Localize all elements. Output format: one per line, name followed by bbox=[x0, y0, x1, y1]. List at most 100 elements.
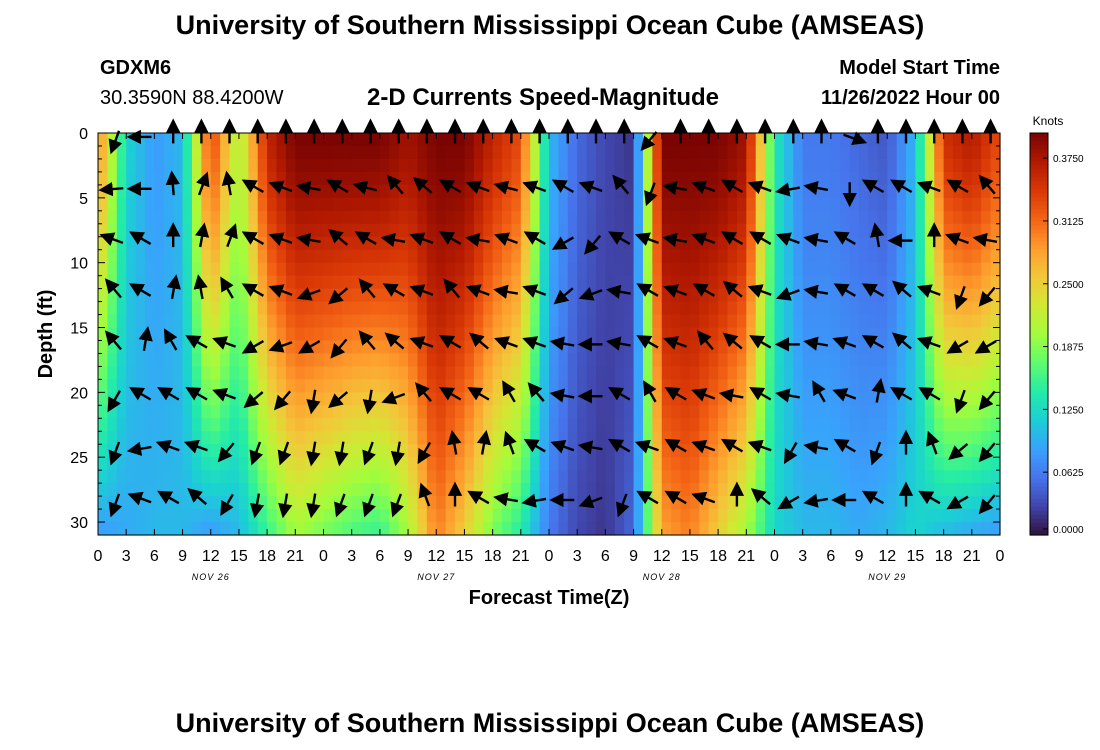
current-vector bbox=[750, 488, 771, 506]
heat-cell bbox=[614, 366, 625, 380]
heat-cell bbox=[558, 133, 569, 147]
heat-cell bbox=[549, 418, 559, 432]
heat-cell bbox=[765, 366, 776, 380]
heat-cell bbox=[746, 133, 757, 147]
heat-cell bbox=[614, 249, 625, 264]
heat-cell bbox=[191, 496, 202, 510]
heat-cell bbox=[689, 340, 700, 355]
heat-cell bbox=[295, 509, 306, 523]
heat-cell bbox=[238, 223, 249, 238]
heat-cell bbox=[689, 197, 700, 212]
colorbar-swatch bbox=[1030, 297, 1048, 303]
heat-cell bbox=[455, 353, 466, 368]
heat-cell bbox=[520, 431, 531, 445]
heat-cell bbox=[229, 249, 240, 264]
heat-cell bbox=[398, 418, 409, 432]
heat-cell bbox=[163, 353, 174, 368]
current-vector bbox=[916, 284, 941, 298]
heat-cell bbox=[962, 379, 973, 393]
heat-cell bbox=[163, 275, 174, 290]
heat-cell bbox=[389, 327, 400, 342]
heat-cell bbox=[812, 353, 823, 368]
heat-cell bbox=[746, 470, 757, 484]
heat-cell bbox=[755, 327, 766, 342]
heat-cell bbox=[126, 522, 137, 536]
heat-cell bbox=[144, 457, 155, 471]
heat-cell bbox=[877, 392, 888, 406]
heat-cell bbox=[962, 262, 973, 277]
heat-cell bbox=[840, 431, 851, 445]
heat-cell bbox=[746, 223, 757, 238]
heat-cell bbox=[990, 457, 1001, 471]
heat-cell bbox=[736, 275, 747, 290]
heat-cell bbox=[624, 171, 635, 186]
heat-cell bbox=[652, 522, 663, 536]
heat-cell bbox=[849, 171, 860, 186]
heat-cell bbox=[361, 288, 372, 303]
heat-cell bbox=[379, 366, 390, 380]
heat-cell bbox=[408, 301, 419, 316]
heat-cell bbox=[774, 210, 785, 225]
heat-cell bbox=[906, 223, 917, 238]
heat-cell bbox=[934, 483, 945, 497]
heat-cell bbox=[614, 379, 625, 393]
heat-cell bbox=[163, 158, 174, 173]
current-vector bbox=[777, 495, 800, 510]
heat-cell bbox=[163, 379, 174, 393]
heat-cell bbox=[135, 249, 146, 264]
heat-cell bbox=[736, 457, 747, 471]
heat-cell bbox=[389, 353, 400, 368]
heat-cell bbox=[642, 353, 653, 368]
heat-cell bbox=[323, 314, 334, 329]
heat-cell bbox=[943, 405, 954, 419]
heat-cell bbox=[473, 262, 484, 277]
heat-cell bbox=[896, 197, 907, 212]
current-vector bbox=[775, 232, 800, 246]
heat-cell bbox=[220, 327, 231, 342]
heat-cell bbox=[830, 418, 841, 432]
heat-cell bbox=[821, 392, 832, 406]
colorbar-swatch bbox=[1030, 225, 1048, 231]
heat-cell bbox=[821, 522, 832, 536]
x-tick-label: 6 bbox=[826, 548, 835, 565]
heat-cell bbox=[398, 133, 409, 147]
heat-cell bbox=[464, 496, 475, 510]
heat-cell bbox=[314, 340, 325, 355]
heat-cell bbox=[267, 314, 278, 329]
heat-cell bbox=[971, 158, 982, 173]
heat-cell bbox=[135, 133, 146, 147]
heat-cell bbox=[849, 223, 860, 238]
heat-cell bbox=[144, 210, 155, 225]
heat-cell bbox=[295, 418, 306, 432]
heat-cell bbox=[783, 288, 794, 303]
heat-cell bbox=[549, 197, 559, 212]
heat-cell bbox=[361, 327, 372, 342]
heat-cell bbox=[426, 470, 437, 484]
heat-cell bbox=[361, 262, 372, 277]
heat-cell bbox=[802, 405, 813, 419]
heat-cell bbox=[426, 262, 437, 277]
heat-cell bbox=[595, 340, 606, 355]
heat-cell bbox=[154, 457, 165, 471]
heat-cell bbox=[943, 314, 954, 329]
heat-cell bbox=[276, 158, 287, 173]
heat-cell bbox=[624, 249, 635, 264]
heat-cell bbox=[116, 171, 127, 186]
heat-cell bbox=[285, 158, 296, 173]
heat-cell bbox=[520, 145, 531, 160]
heat-cell bbox=[746, 314, 757, 329]
current-vector bbox=[268, 180, 293, 195]
heat-cell bbox=[624, 275, 635, 290]
current-vector bbox=[722, 280, 743, 298]
heat-cell bbox=[840, 483, 851, 497]
heat-cell bbox=[849, 145, 860, 160]
heat-cell bbox=[595, 431, 606, 445]
heat-cell bbox=[332, 275, 343, 290]
current-vector bbox=[692, 283, 715, 297]
heat-cell bbox=[361, 197, 372, 212]
heat-cell bbox=[285, 418, 296, 432]
heat-cell bbox=[116, 197, 127, 212]
heat-cell bbox=[821, 470, 832, 484]
heat-cell bbox=[502, 509, 513, 523]
heat-cell bbox=[981, 366, 992, 380]
